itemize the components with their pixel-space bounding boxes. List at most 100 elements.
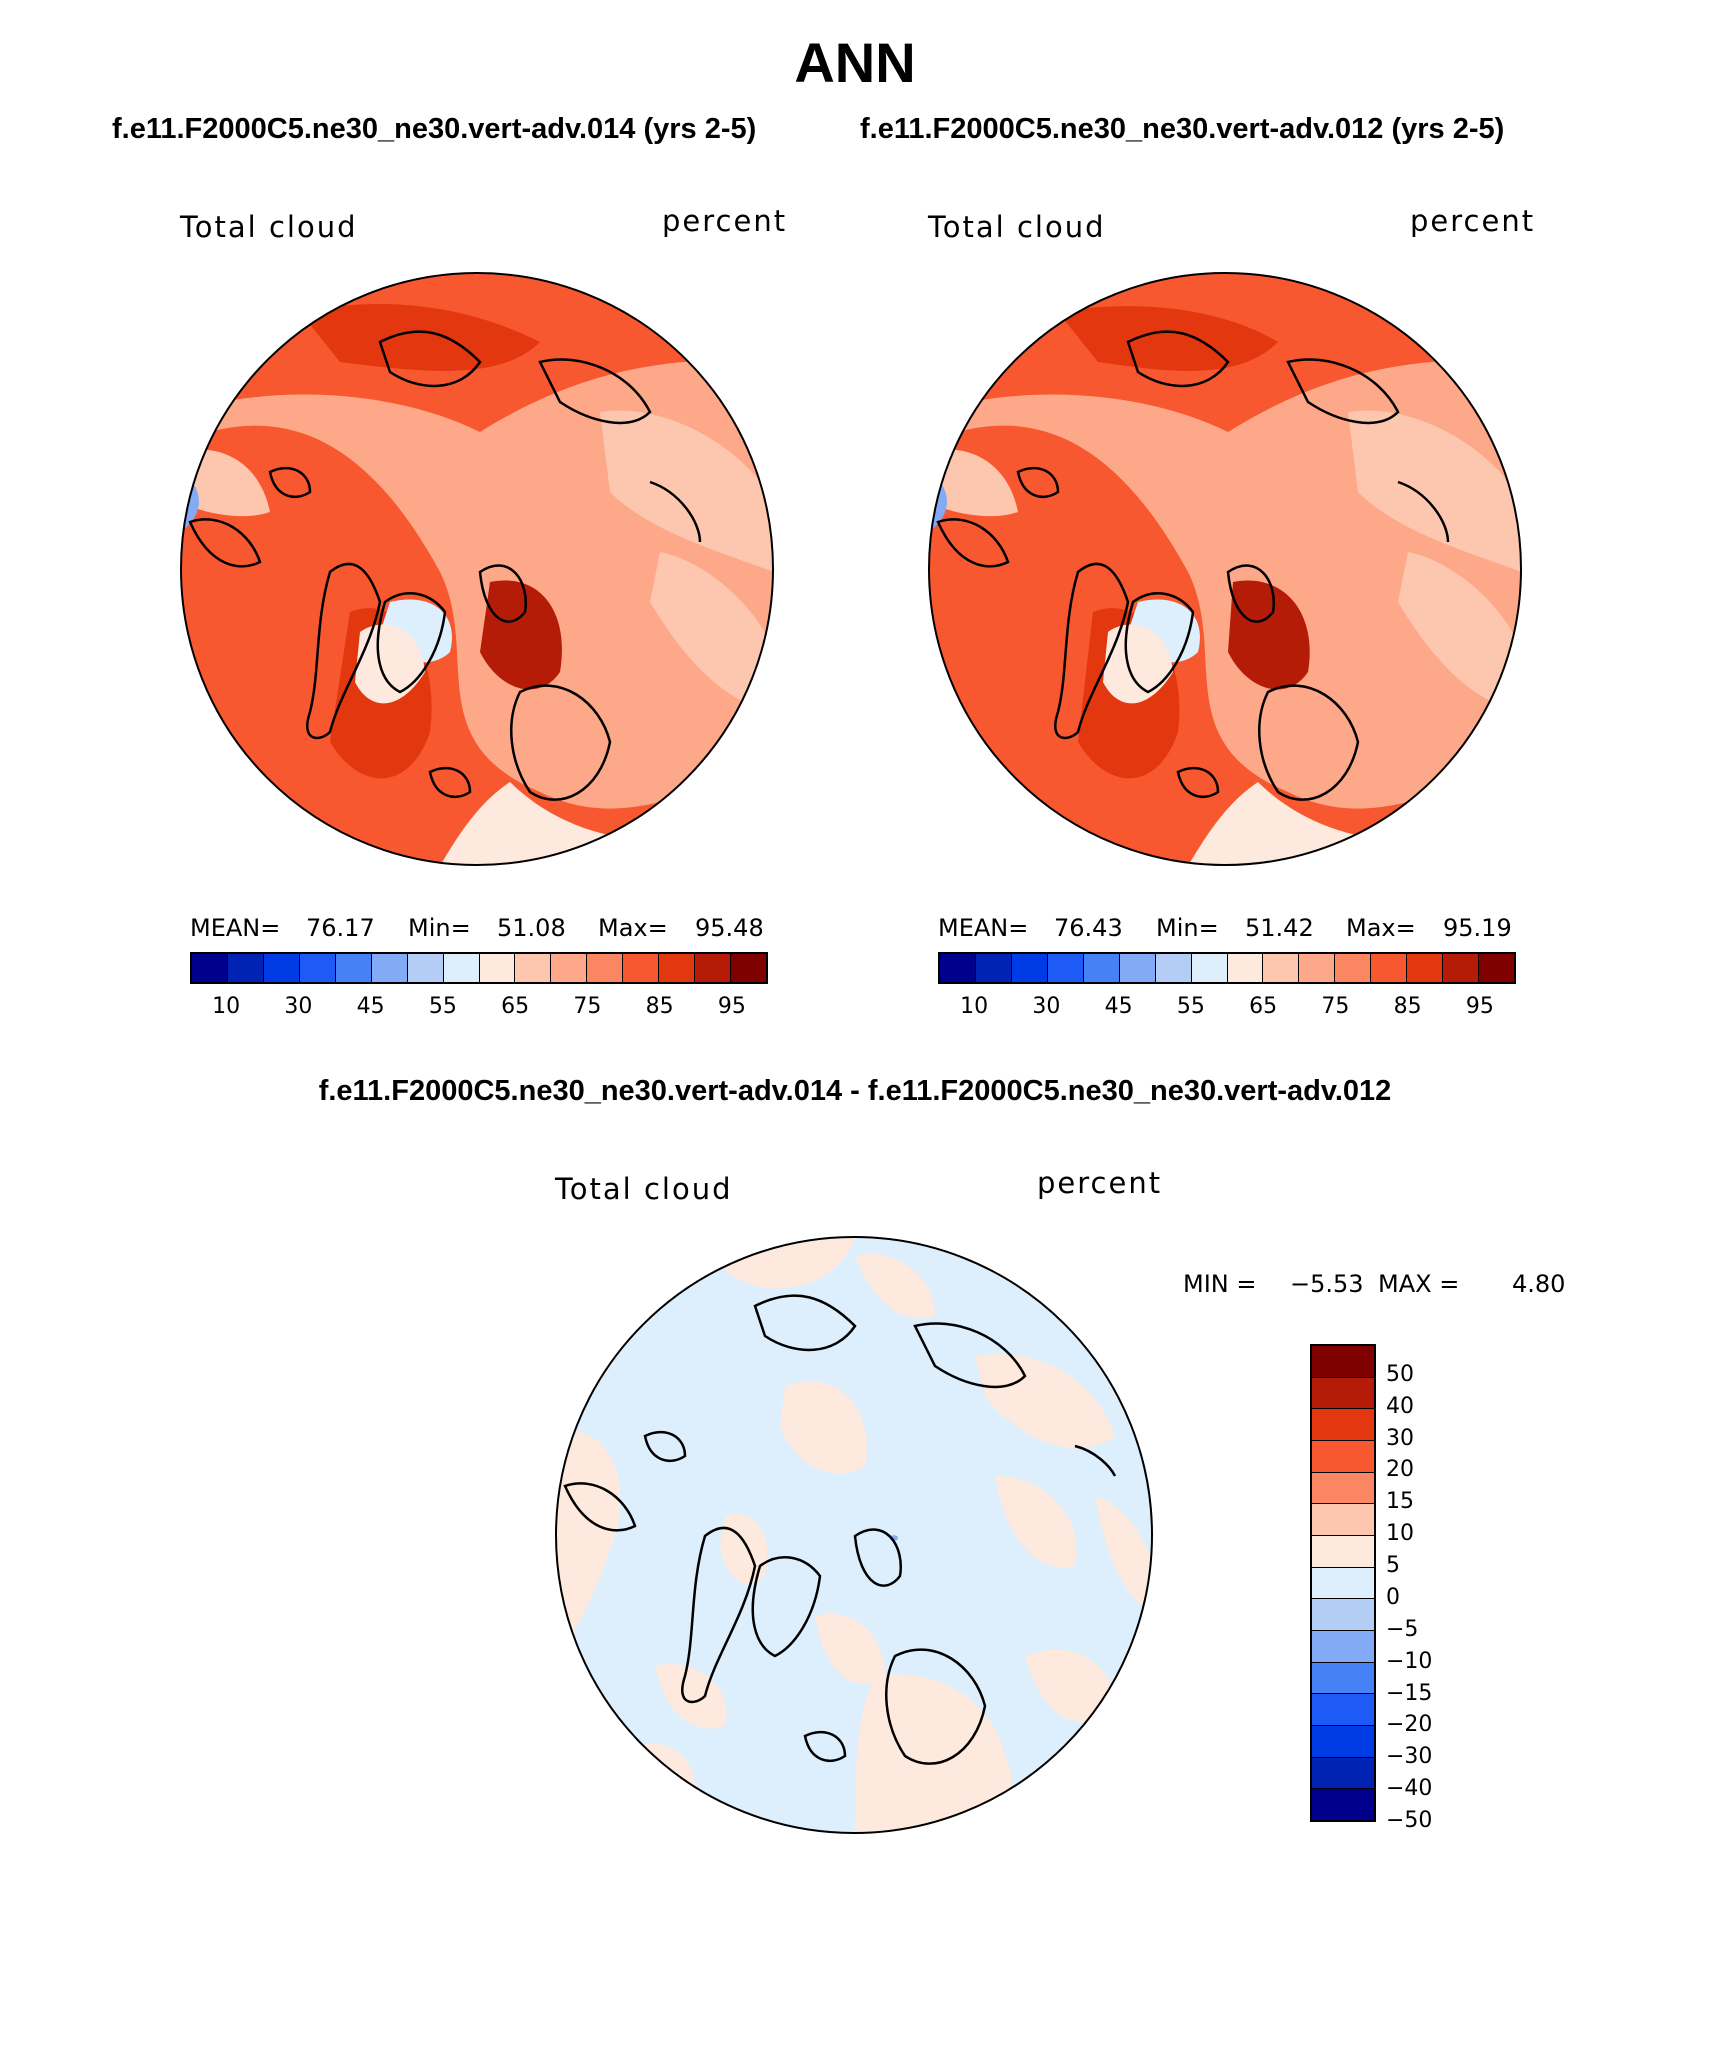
right-panel-subtitle: f.e11.F2000C5.ne30_ne30.vert-adv.012 (yr… <box>860 113 1505 145</box>
colorbar-swatch <box>1312 1377 1374 1410</box>
colorbar-tick-label: −30 <box>1386 1744 1433 1770</box>
colorbar-tick-label: 95 <box>717 994 746 1019</box>
colorbar-tick-label: 50 <box>1386 1361 1414 1387</box>
colorbar-tick-label: 15 <box>1386 1489 1414 1515</box>
colorbar-swatch <box>1263 954 1300 982</box>
diff-max-value: 4.80 <box>1512 1270 1566 1298</box>
colorbar-tick-label: −5 <box>1386 1616 1419 1642</box>
colorbar-swatch <box>1371 954 1408 982</box>
colorbar-swatch <box>623 954 660 982</box>
colorbar-swatch <box>371 954 408 982</box>
colorbar-swatch <box>1312 1789 1374 1821</box>
colorbar-swatch <box>975 954 1012 982</box>
left-mean-value: 76.17 <box>306 914 375 942</box>
colorbar-tick-label: 45 <box>356 994 385 1019</box>
colorbar-swatch <box>940 954 976 982</box>
colorbar-tick-label: −20 <box>1386 1712 1433 1738</box>
colorbar-tick-label: −10 <box>1386 1648 1433 1674</box>
main-title: ANN <box>794 31 916 94</box>
colorbar-swatch <box>551 954 588 982</box>
colorbar-swatch <box>335 954 372 982</box>
diff-variable-label: Total cloud <box>555 1172 733 1206</box>
colorbar-swatch <box>227 954 264 982</box>
colorbar-tick-label: 30 <box>1032 994 1061 1019</box>
colorbar-tick-label: 55 <box>1176 994 1205 1019</box>
colorbar-swatch <box>1312 1631 1374 1663</box>
left-mean-label: MEAN= <box>190 914 281 942</box>
colorbar-tick-label: 55 <box>428 994 457 1019</box>
colorbar-swatch <box>299 954 336 982</box>
colorbar-tick-label: 65 <box>501 994 530 1019</box>
colorbar-tick-label: 10 <box>212 994 241 1019</box>
colorbar-tick-label: −40 <box>1386 1776 1433 1802</box>
colorbar-tick-label: 85 <box>1393 994 1422 1019</box>
colorbar-swatch <box>695 954 732 982</box>
colorbar-swatch <box>1443 954 1480 982</box>
left-units-label: percent <box>662 204 788 238</box>
colorbar-tick-label: 75 <box>573 994 602 1019</box>
colorbar-swatch <box>659 954 696 982</box>
left-panel-subtitle: f.e11.F2000C5.ne30_ne30.vert-adv.014 (yr… <box>112 113 757 145</box>
colorbar-tick-label: 10 <box>960 994 989 1019</box>
left-colorbar <box>190 952 768 984</box>
colorbar-swatch <box>515 954 552 982</box>
difference-polar-map <box>555 1236 1153 1834</box>
right-variable-label: Total cloud <box>928 210 1106 244</box>
colorbar-swatch <box>1119 954 1156 982</box>
right-max-label: Max= <box>1346 914 1416 942</box>
diff-max-label: MAX = <box>1378 1270 1460 1298</box>
right-min-value: 51.42 <box>1245 914 1314 942</box>
left-max-value: 95.48 <box>695 914 764 942</box>
right-polar-map <box>928 272 1522 866</box>
colorbar-swatch <box>1312 1536 1374 1568</box>
colorbar-swatch <box>1312 1662 1374 1695</box>
diff-min-value: −5.53 <box>1290 1270 1364 1298</box>
colorbar-tick-label: 0 <box>1386 1584 1400 1610</box>
colorbar-tick-label: 30 <box>1386 1425 1414 1451</box>
colorbar-tick-label: 75 <box>1321 994 1350 1019</box>
colorbar-tick-label: −50 <box>1386 1808 1433 1833</box>
colorbar-swatch <box>1155 954 1192 982</box>
right-max-value: 95.19 <box>1443 914 1512 942</box>
colorbar-swatch <box>1312 1346 1374 1378</box>
colorbar-swatch <box>1312 1567 1374 1600</box>
colorbar-tick-label: 5 <box>1386 1553 1400 1579</box>
right-mean-label: MEAN= <box>938 914 1029 942</box>
left-max-label: Max= <box>598 914 668 942</box>
colorbar-tick-label: 40 <box>1386 1393 1414 1419</box>
colorbar-tick-label: 45 <box>1104 994 1133 1019</box>
colorbar-swatch <box>587 954 624 982</box>
colorbar-swatch <box>1312 1441 1374 1473</box>
colorbar-tick-label: 85 <box>645 994 674 1019</box>
colorbar-swatch <box>1335 954 1372 982</box>
left-variable-label: Total cloud <box>180 210 358 244</box>
colorbar-swatch <box>1312 1757 1374 1790</box>
colorbar-swatch <box>1479 954 1514 982</box>
right-min-label: Min= <box>1156 914 1219 942</box>
right-colorbar <box>938 952 1516 984</box>
difference-colorbar <box>1310 1344 1376 1822</box>
left-min-value: 51.08 <box>497 914 566 942</box>
colorbar-swatch <box>1047 954 1084 982</box>
left-polar-map <box>180 272 774 866</box>
colorbar-swatch <box>1312 1504 1374 1537</box>
right-units-label: percent <box>1410 204 1536 238</box>
colorbar-swatch <box>1312 1599 1374 1632</box>
colorbar-swatch <box>731 954 766 982</box>
colorbar-tick-label: 95 <box>1465 994 1494 1019</box>
colorbar-swatch <box>1083 954 1120 982</box>
colorbar-swatch <box>479 954 516 982</box>
colorbar-swatch <box>263 954 300 982</box>
colorbar-tick-label: 30 <box>284 994 313 1019</box>
colorbar-swatch <box>407 954 444 982</box>
colorbar-tick-label: 65 <box>1249 994 1278 1019</box>
colorbar-swatch <box>1191 954 1228 982</box>
colorbar-tick-label: −15 <box>1386 1680 1433 1706</box>
diff-min-label: MIN = <box>1183 1270 1257 1298</box>
left-min-label: Min= <box>408 914 471 942</box>
colorbar-swatch <box>1312 1472 1374 1505</box>
diff-units-label: percent <box>1037 1166 1163 1200</box>
colorbar-swatch <box>1312 1409 1374 1442</box>
difference-panel-subtitle: f.e11.F2000C5.ne30_ne30.vert-adv.014 - f… <box>318 1075 1392 1107</box>
colorbar-swatch <box>1407 954 1444 982</box>
